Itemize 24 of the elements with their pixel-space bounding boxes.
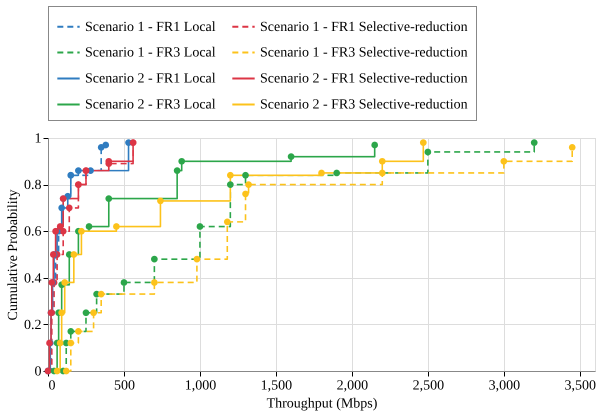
- legend-label: Scenario 1 - FR3 Local: [85, 46, 216, 60]
- legend-label: Scenario 1 - FR1 Local: [85, 20, 216, 35]
- x-tick-label: 1,000: [184, 378, 216, 394]
- x-axis-title: Throughput (Mbps): [266, 396, 378, 412]
- x-tick-label: 2,500: [412, 378, 444, 394]
- legend-label: Scenario 2 - FR1 Local: [85, 72, 216, 86]
- y-tick-label: 0.4: [24, 271, 42, 286]
- y-tick-label: 0.2: [24, 318, 42, 333]
- y-tick-label: 0.6: [24, 224, 42, 240]
- x-tick-label: 3,500: [564, 378, 596, 394]
- y-tick-label: 1: [34, 132, 42, 146]
- x-tick-label: 1,500: [260, 378, 292, 394]
- x-tick-label: 0: [48, 378, 56, 394]
- legend-label: Scenario 1 - FR1 Selective-reduction: [260, 20, 468, 35]
- legend-label: Scenario 1 - FR3 Selective-reduction: [260, 46, 468, 60]
- x-tick-label: 3,000: [488, 378, 520, 394]
- y-axis-title: Cumulative Probability: [6, 189, 21, 321]
- y-tick-label: 0: [34, 364, 42, 380]
- legend-label: Scenario 2 - FR3 Selective-reduction: [260, 98, 468, 112]
- legend-label: Scenario 2 - FR1 Selective-reduction: [260, 72, 468, 86]
- x-tick-label: 2,000: [336, 378, 368, 394]
- y-tick-label: 0.8: [24, 178, 42, 194]
- legend-label: Scenario 2 - FR3 Local: [85, 98, 216, 112]
- x-tick-label: 500: [114, 378, 135, 394]
